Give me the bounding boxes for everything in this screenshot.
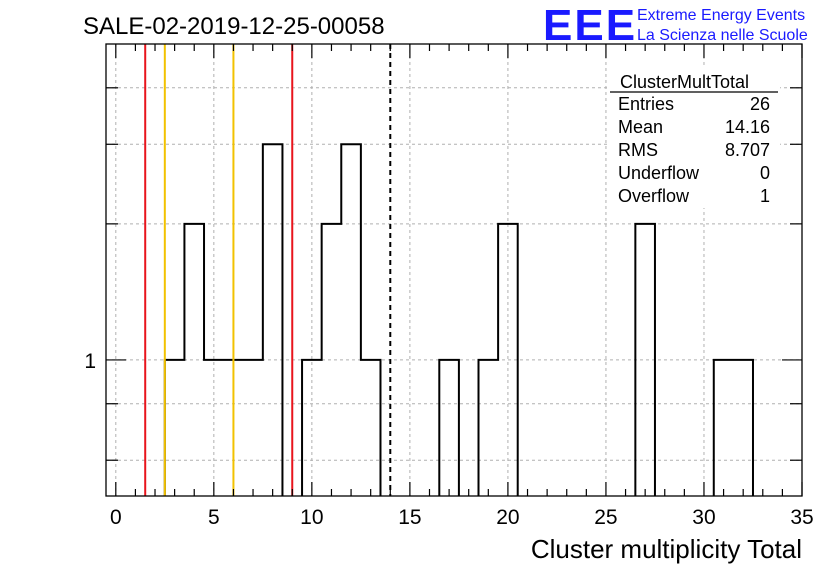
stats-label: Mean <box>618 117 663 137</box>
stats-box-background <box>608 66 780 208</box>
histogram-outline <box>163 143 754 496</box>
stats-label: Overflow <box>618 186 690 206</box>
marker-lines <box>144 44 392 496</box>
histogram-series <box>163 143 754 496</box>
x-axis-title: Cluster multiplicity Total <box>531 534 802 564</box>
x-tick-label: 30 <box>692 506 715 529</box>
histogram-bin <box>439 360 459 496</box>
x-tick-labels: 0 5 10 15 20 25 30 35 <box>110 506 814 529</box>
stats-value: 0 <box>760 163 770 183</box>
logo-line-1: Extreme Energy Events <box>637 7 805 24</box>
x-tick-label: 20 <box>496 506 519 529</box>
run-title: SALE-02-2019-12-25-00058 <box>83 13 385 40</box>
histogram-bin <box>714 360 753 496</box>
logo-line-2: La Scienza nelle Scuole <box>637 27 808 44</box>
stats-value: 1 <box>760 186 770 206</box>
stats-label: Entries <box>618 94 674 114</box>
y-tick-label: 1 <box>84 350 96 373</box>
x-tick-label: 25 <box>594 506 617 529</box>
logo-mark: EEE <box>543 1 637 50</box>
stats-value: 8.707 <box>725 140 770 160</box>
axis-ticks <box>106 44 803 496</box>
histogram-bin <box>184 224 204 496</box>
stats-box: ClusterMultTotal Entries 26 Mean 14.16 RMS 8.… <box>608 66 780 208</box>
stats-label: RMS <box>618 140 658 160</box>
stats-value: 14.16 <box>725 117 770 137</box>
stats-label: Underflow <box>618 163 700 183</box>
histogram-bin <box>479 360 499 496</box>
plot-frame <box>105 43 803 497</box>
y-tick-labels: 1 <box>84 350 96 373</box>
x-tick-label: 0 <box>110 506 122 529</box>
x-tick-label: 35 <box>790 506 813 529</box>
stats-box-title: ClusterMultTotal <box>620 72 749 92</box>
histogram-bin <box>263 144 283 496</box>
histogram-bin <box>341 144 361 496</box>
histogram-bin <box>361 360 381 496</box>
x-tick-label: 10 <box>300 506 323 529</box>
histogram-bin <box>165 360 185 496</box>
stats-value: 26 <box>750 94 770 114</box>
x-tick-label: 5 <box>208 506 220 529</box>
eee-logo: EEE Extreme Energy Events La Scienza nel… <box>543 1 808 50</box>
x-tick-label: 15 <box>398 506 421 529</box>
